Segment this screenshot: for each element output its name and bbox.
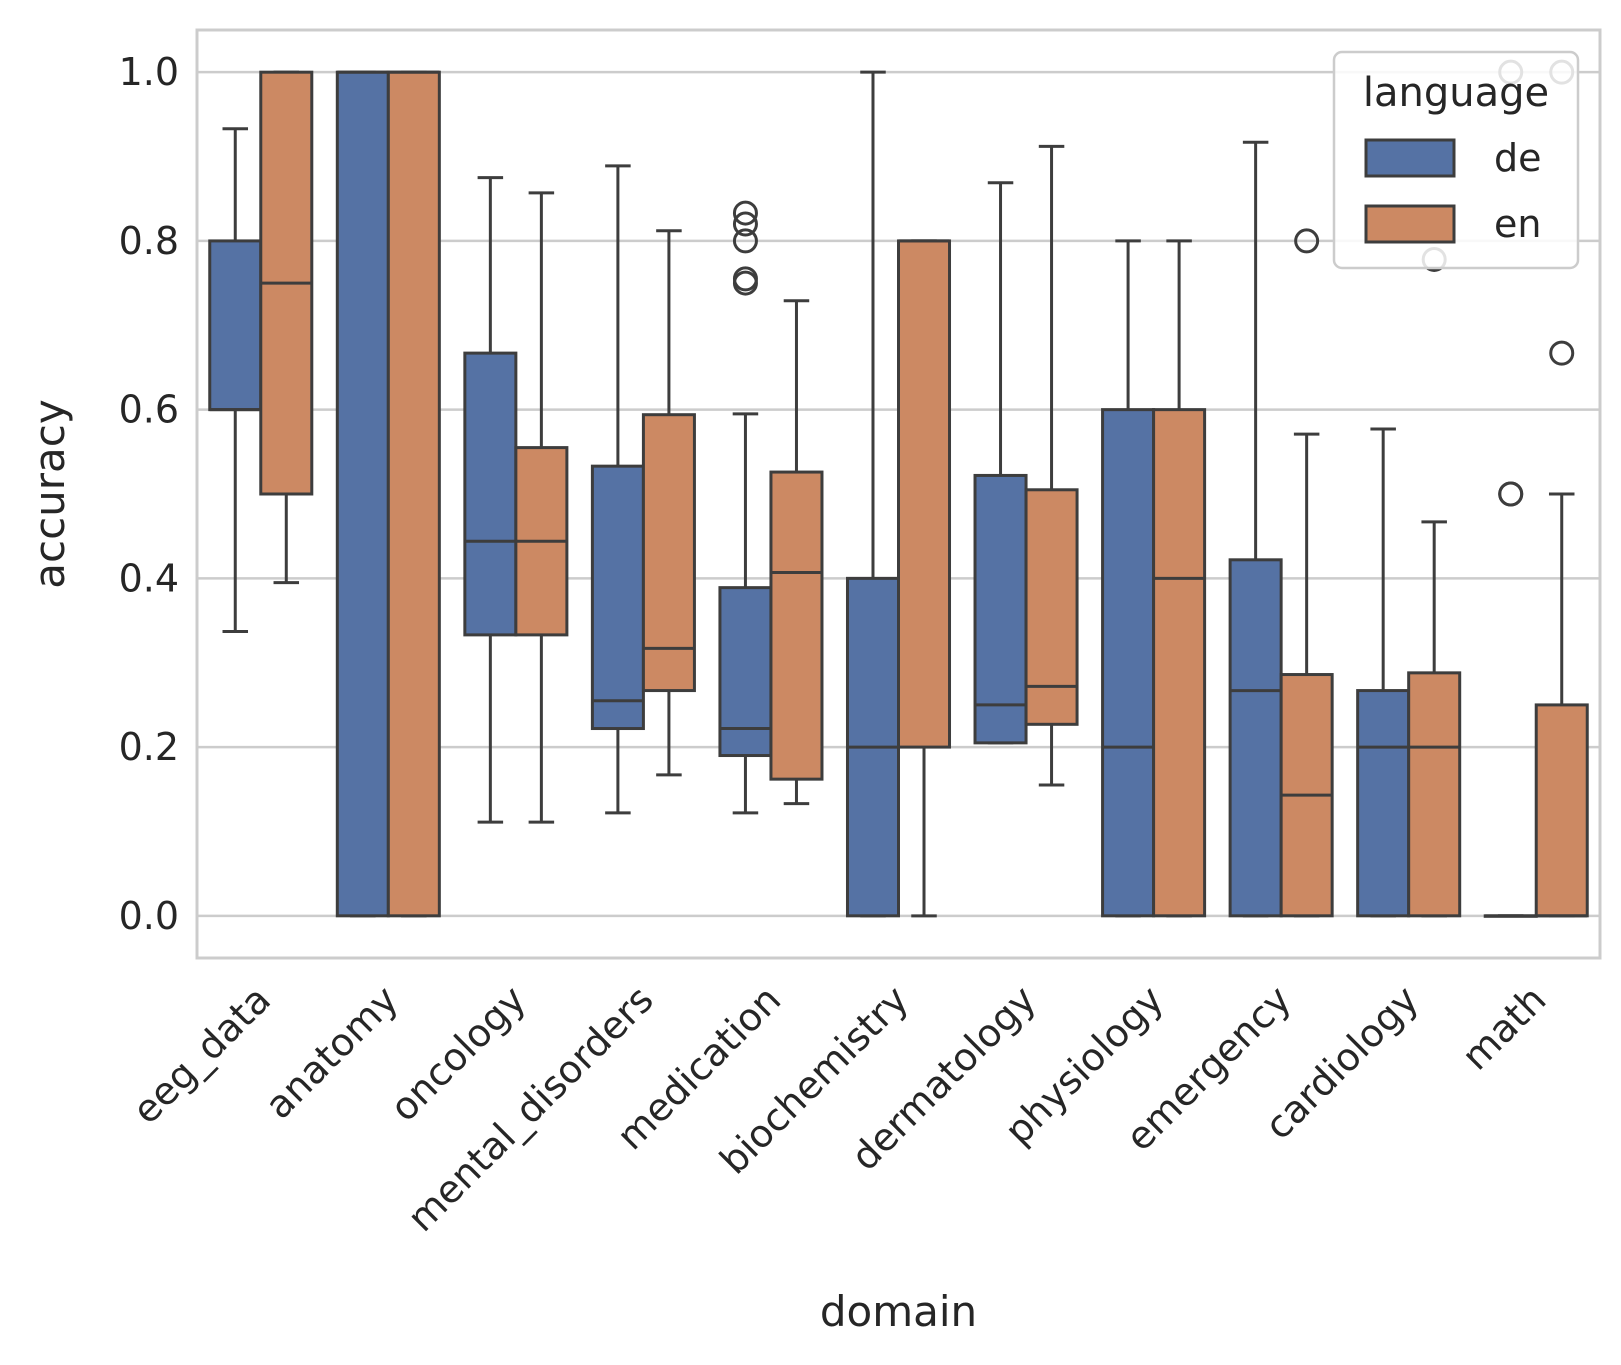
- y-tick-label: 0.2: [119, 725, 179, 769]
- box-de-anatomy: [335, 70, 390, 918]
- box-de-cardiology: [1356, 427, 1411, 918]
- outlier-point: [732, 228, 758, 254]
- y-tick-label: 0.6: [119, 388, 179, 432]
- x-tick-labels: eeg_dataanatomyoncologymental_disordersm…: [124, 977, 1555, 1240]
- box-de-mental_disorders: [590, 164, 645, 815]
- box-de-emergency: [1228, 140, 1283, 918]
- box-iqr: [335, 70, 390, 918]
- y-tick-labels: 0.0 0.2 0.4 0.6 0.8 1.0: [119, 50, 179, 938]
- legend-label-de: de: [1494, 136, 1542, 180]
- x-tick-label: anatomy: [257, 977, 407, 1127]
- legend-swatch-de: [1364, 138, 1456, 178]
- box-iqr: [1356, 689, 1411, 918]
- x-tick-label: mental_disorders: [399, 977, 662, 1240]
- box-en-biochemistry: [897, 239, 952, 918]
- outlier-point: [732, 211, 758, 237]
- y-tick-label: 0.4: [119, 556, 179, 600]
- box-iqr: [1534, 703, 1589, 918]
- box-de-biochemistry: [845, 70, 900, 918]
- box-en-physiology: [1152, 239, 1207, 918]
- box-en-mental_disorders: [641, 229, 696, 777]
- box-iqr: [463, 351, 518, 637]
- box-en-emergency: [1279, 228, 1334, 918]
- box-iqr: [897, 239, 952, 749]
- box-iqr: [1228, 558, 1283, 918]
- x-tick-label: eeg_data: [124, 977, 279, 1132]
- box-en-eeg_data: [259, 70, 314, 585]
- y-axis-label: accuracy: [25, 399, 74, 589]
- box-iqr: [1101, 408, 1156, 918]
- box-en-medication: [769, 299, 824, 806]
- plot-frame: [195, 28, 1602, 960]
- legend-title: language: [1363, 70, 1549, 116]
- box-de-physiology: [1101, 239, 1156, 918]
- y-tick-label: 0.8: [119, 219, 179, 263]
- x-tick-label: math: [1453, 977, 1554, 1078]
- box-iqr: [1152, 408, 1207, 918]
- box-de-oncology: [463, 176, 518, 824]
- legend: language de en: [1332, 50, 1580, 270]
- box-iqr: [718, 586, 773, 758]
- x-axis-label: domain: [820, 1287, 977, 1336]
- box-iqr: [769, 470, 824, 781]
- box-en-math: [1534, 59, 1589, 918]
- outlier-point: [1549, 340, 1575, 366]
- outlier-point: [732, 266, 758, 292]
- y-tick-label: 1.0: [119, 50, 179, 94]
- legend-label-en: en: [1494, 202, 1541, 246]
- outlier-point: [1498, 481, 1524, 507]
- outlier-point: [1294, 228, 1320, 254]
- box-en-dermatology: [1024, 144, 1079, 787]
- y-tick-label: 0.0: [119, 894, 179, 938]
- box-de-dermatology: [973, 181, 1028, 745]
- box-de-medication: [718, 200, 773, 815]
- legend-swatch-en: [1364, 204, 1456, 244]
- box-iqr: [1024, 488, 1079, 726]
- box-en-cardiology: [1407, 246, 1462, 918]
- outlier-point: [732, 200, 758, 226]
- box-iqr: [590, 464, 645, 731]
- box-iqr: [208, 239, 263, 412]
- box-de-eeg_data: [208, 127, 263, 634]
- box-iqr: [1407, 671, 1462, 918]
- box-iqr: [386, 70, 441, 918]
- box-series: [208, 59, 1589, 918]
- box-en-anatomy: [386, 70, 441, 918]
- box-iqr: [973, 473, 1028, 745]
- box-iqr: [641, 413, 696, 693]
- box-en-oncology: [514, 191, 569, 824]
